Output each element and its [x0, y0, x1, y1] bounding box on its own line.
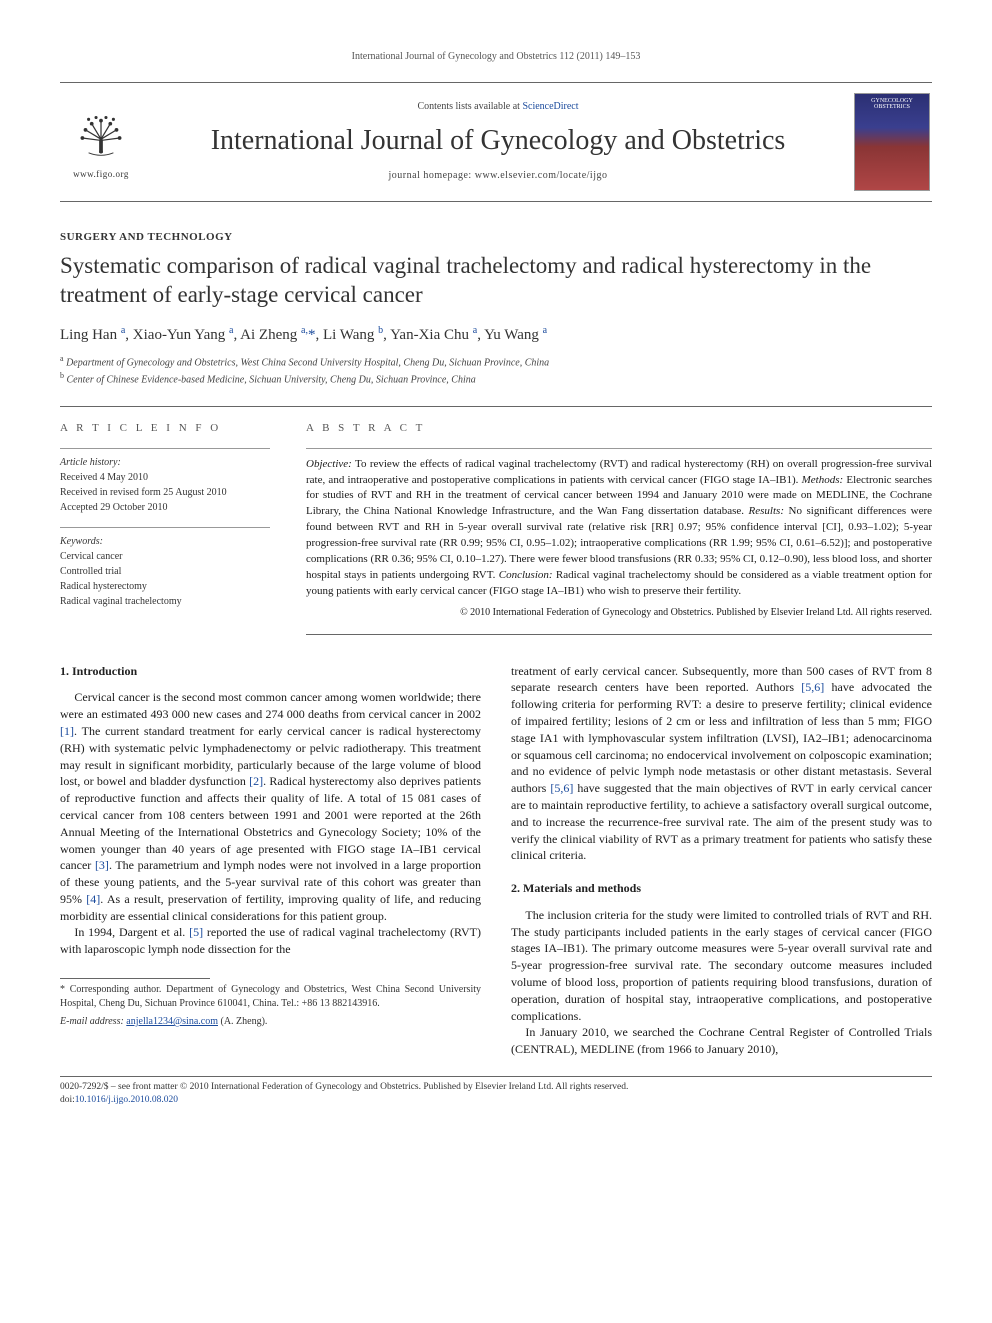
homepage-label: journal homepage: — [389, 170, 475, 181]
running-header-vol: 112 (2011) 149–153 — [559, 51, 640, 62]
corr-footnote: * Corresponding author. Department of Gy… — [60, 983, 481, 1011]
article-title: Systematic comparison of radical vaginal… — [60, 252, 932, 310]
abs-conclusion-label: Conclusion: — [499, 569, 553, 581]
article-divider — [60, 406, 932, 407]
abs-results-label: Results: — [749, 505, 784, 517]
corr-label: * Corresponding author. — [60, 984, 166, 995]
abstract-body: Objective: To review the effects of radi… — [306, 448, 932, 600]
intro-heading: 1. Introduction — [60, 663, 481, 680]
footnote-divider — [60, 978, 210, 979]
contents-line: Contents lists available at ScienceDirec… — [154, 100, 842, 114]
running-header-journal: International Journal of Gynecology and … — [352, 51, 557, 62]
email-label: E-mail address: — [60, 1016, 126, 1027]
affil-b: Center of Chinese Evidence-based Medicin… — [67, 375, 476, 386]
issn-line: 0020-7292/$ – see front matter © 2010 In… — [60, 1082, 628, 1092]
affil-a: Department of Gynecology and Obstetrics,… — [66, 357, 549, 368]
after-abstract-divider — [306, 634, 932, 635]
keyword-3: Radical vaginal trachelectomy — [60, 596, 182, 607]
journal-cover-thumb: GYNECOLOGY OBSTETRICS — [854, 93, 930, 191]
article-info-column: A R T I C L E I N F O Article history: R… — [60, 421, 270, 635]
email-link[interactable]: anjella1234@sina.com — [126, 1016, 218, 1027]
history-received: Received 4 May 2010 — [60, 472, 148, 483]
abstract-heading: A B S T R A C T — [306, 421, 932, 436]
keywords-label: Keywords: — [60, 536, 103, 547]
history-accepted: Accepted 29 October 2010 — [60, 502, 167, 513]
methods-p2: In January 2010, we searched the Cochran… — [511, 1024, 932, 1058]
doi-link[interactable]: 10.1016/j.ijgo.2010.08.020 — [75, 1095, 178, 1105]
keyword-0: Cervical cancer — [60, 551, 122, 562]
bottom-info: 0020-7292/$ – see front matter © 2010 In… — [60, 1081, 932, 1108]
cover-line1: GYNECOLOGY — [871, 98, 913, 104]
methods-p1: The inclusion criteria for the study wer… — [511, 907, 932, 1025]
email-footnote: E-mail address: anjella1234@sina.com (A.… — [60, 1015, 481, 1029]
masthead: www.figo.org Contents lists available at… — [60, 83, 932, 202]
keyword-2: Radical hysterectomy — [60, 581, 147, 592]
article-info-heading: A R T I C L E I N F O — [60, 421, 270, 436]
intro-p3: treatment of early cervical cancer. Subs… — [511, 663, 932, 865]
figo-url[interactable]: www.figo.org — [73, 168, 129, 180]
doi-label: doi: — [60, 1095, 75, 1105]
cover-thumb-block: GYNECOLOGY OBSTETRICS — [854, 93, 932, 191]
article-history: Article history: Received 4 May 2010 Rec… — [60, 448, 270, 515]
methods-heading: 2. Materials and methods — [511, 880, 932, 897]
abs-objective-label: Objective: — [306, 458, 352, 470]
contents-prefix: Contents lists available at — [417, 101, 522, 112]
section-tag: SURGERY AND TECHNOLOGY — [60, 230, 932, 245]
journal-homepage: journal homepage: www.elsevier.com/locat… — [154, 169, 842, 183]
publisher-logo-block: www.figo.org — [60, 102, 142, 180]
affiliations: a Department of Gynecology and Obstetric… — [60, 353, 932, 388]
bottom-rule — [60, 1076, 932, 1077]
abs-methods-label: Methods: — [802, 474, 844, 486]
abstract-column: A B S T R A C T Objective: To review the… — [306, 421, 932, 635]
email-suffix: (A. Zheng). — [218, 1016, 267, 1027]
keyword-1: Controlled trial — [60, 566, 121, 577]
tree-logo-icon — [70, 102, 132, 164]
journal-name: International Journal of Gynecology and … — [154, 122, 842, 160]
abstract-copyright: © 2010 International Federation of Gynec… — [306, 606, 932, 620]
homepage-url[interactable]: www.elsevier.com/locate/ijgo — [475, 170, 608, 181]
intro-p2: In 1994, Dargent et al. [5] reported the… — [60, 924, 481, 958]
history-revised: Received in revised form 25 August 2010 — [60, 487, 227, 498]
authors: Ling Han a, Xiao-Yun Yang a, Ai Zheng a,… — [60, 324, 932, 345]
masthead-center: Contents lists available at ScienceDirec… — [154, 100, 842, 183]
body-columns: 1. Introduction Cervical cancer is the s… — [60, 663, 932, 1059]
cover-line2: OBSTETRICS — [874, 104, 910, 110]
sciencedirect-link[interactable]: ScienceDirect — [522, 101, 578, 112]
keywords-block: Keywords: Cervical cancer Controlled tri… — [60, 527, 270, 609]
intro-p1: Cervical cancer is the second most commo… — [60, 689, 481, 924]
running-header: International Journal of Gynecology and … — [60, 50, 932, 64]
history-label: Article history: — [60, 457, 121, 468]
